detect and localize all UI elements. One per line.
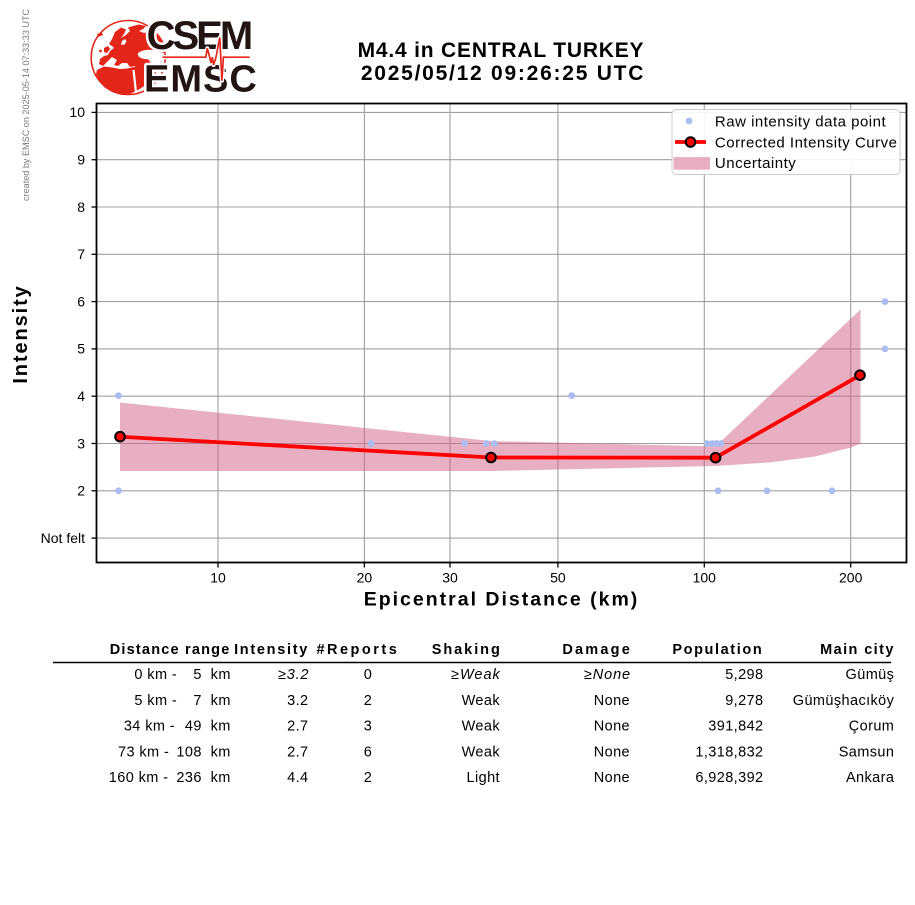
svg-text:Weak: Weak (462, 744, 501, 760)
svg-text:Ankara: Ankara (846, 770, 895, 786)
svg-text:Raw intensity data point: Raw intensity data point (715, 113, 887, 130)
svg-text:Çorum: Çorum (849, 719, 895, 735)
svg-text:≥None: ≥None (584, 667, 631, 683)
svg-text:4: 4 (77, 388, 85, 404)
svg-text:Intensity: Intensity (10, 284, 32, 383)
svg-text:CSEM: CSEM (147, 14, 251, 58)
svg-text:5 km: 5 km (193, 667, 230, 683)
svg-text:4.4: 4.4 (287, 770, 308, 786)
svg-text:2: 2 (364, 770, 372, 786)
svg-text:Corrected Intensity Curve: Corrected Intensity Curve (715, 134, 898, 151)
svg-text:3: 3 (364, 719, 372, 735)
svg-text:10: 10 (69, 104, 85, 120)
svg-text:3.2: 3.2 (287, 693, 308, 709)
svg-text:Intensity: Intensity (234, 642, 309, 658)
svg-text:Main city: Main city (820, 642, 895, 658)
svg-text:2.7: 2.7 (287, 719, 308, 735)
svg-text:100: 100 (693, 570, 717, 586)
svg-text:5 km -: 5 km - (134, 693, 177, 709)
svg-text:Gümüşhacıköy: Gümüşhacıköy (793, 693, 895, 709)
svg-text:Uncertainty: Uncertainty (715, 155, 796, 172)
svg-text:9: 9 (77, 152, 85, 168)
svg-text:Population: Population (672, 642, 763, 658)
svg-text:20: 20 (357, 570, 373, 586)
svg-text:2: 2 (77, 483, 85, 499)
svg-text:2: 2 (364, 693, 372, 709)
svg-text:30: 30 (442, 570, 458, 586)
svg-text:3: 3 (77, 435, 85, 451)
svg-text:None: None (594, 744, 630, 760)
svg-text:None: None (594, 770, 630, 786)
svg-text:None: None (594, 693, 630, 709)
svg-text:#Reports: #Reports (316, 642, 399, 658)
svg-text:73 km -: 73 km - (118, 744, 169, 760)
svg-text:49 km: 49 km (185, 719, 231, 735)
svg-text:6: 6 (364, 744, 372, 760)
svg-text:8: 8 (77, 199, 85, 215)
svg-text:0 km -: 0 km - (134, 667, 177, 683)
svg-text:1,318,832: 1,318,832 (695, 744, 763, 760)
svg-text:Gümüş: Gümüş (846, 667, 895, 683)
svg-text:≥Weak: ≥Weak (451, 667, 501, 683)
svg-text:≥3.2: ≥3.2 (278, 667, 309, 683)
svg-text:M4.4 in CENTRAL TURKEY: M4.4 in CENTRAL TURKEY (358, 39, 645, 62)
svg-text:391,842: 391,842 (708, 719, 763, 735)
svg-text:10: 10 (210, 570, 226, 586)
svg-text:6,928,392: 6,928,392 (695, 770, 763, 786)
svg-text:50: 50 (550, 570, 566, 586)
svg-text:Distance range: Distance range (110, 642, 231, 658)
svg-text:EMSC: EMSC (144, 59, 258, 101)
svg-text:200: 200 (839, 570, 863, 586)
svg-text:None: None (594, 719, 630, 735)
svg-text:7: 7 (77, 246, 85, 262)
svg-text:2.7: 2.7 (287, 744, 308, 760)
svg-text:0: 0 (364, 667, 372, 683)
svg-text:5,298: 5,298 (725, 667, 763, 683)
svg-text:34 km -: 34 km - (124, 719, 175, 735)
svg-text:9,278: 9,278 (725, 693, 763, 709)
svg-text:Light: Light (467, 770, 500, 786)
svg-text:Weak: Weak (462, 719, 501, 735)
svg-text:160 km -: 160 km - (109, 770, 169, 786)
svg-text:108 km: 108 km (176, 744, 230, 760)
svg-text:236 km: 236 km (176, 770, 230, 786)
svg-text:5: 5 (77, 341, 85, 357)
svg-text:6: 6 (77, 293, 85, 309)
svg-text:2025/05/12 09:26:25 UTC: 2025/05/12 09:26:25 UTC (361, 62, 645, 85)
svg-text:Weak: Weak (462, 693, 501, 709)
svg-text:Epicentral Distance (km): Epicentral Distance (km) (364, 589, 640, 611)
svg-text:Damage: Damage (562, 642, 632, 658)
svg-text:7 km: 7 km (193, 693, 230, 709)
svg-text:created by EMSC on 2025-05-14: created by EMSC on 2025-05-14 07:33:33 U… (21, 8, 31, 201)
svg-text:Shaking: Shaking (432, 642, 502, 658)
svg-text:Not felt: Not felt (41, 530, 85, 546)
svg-text:Samsun: Samsun (839, 744, 895, 760)
